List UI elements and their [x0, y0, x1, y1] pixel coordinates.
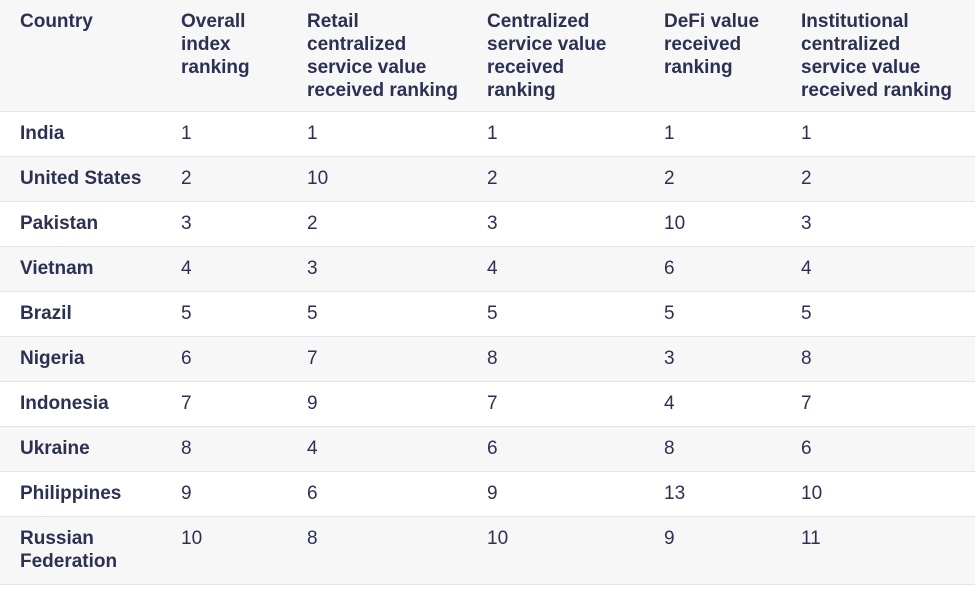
country-name: India	[0, 111, 161, 157]
rank-cell: 2	[644, 156, 781, 202]
rank-cell: 6	[644, 246, 781, 292]
rank-cell: 5	[161, 291, 287, 337]
rank-cell: 5	[781, 291, 975, 337]
table-row: Philippines 9 6 9 13 10	[0, 471, 975, 517]
rank-cell: 5	[644, 291, 781, 337]
country-name: United States	[0, 156, 161, 202]
rank-cell: 3	[287, 246, 467, 292]
rank-cell: 4	[467, 246, 644, 292]
rank-cell: 3	[467, 201, 644, 247]
rank-cell: 7	[161, 381, 287, 427]
column-header: Centralized service value received ranki…	[467, 0, 644, 112]
rank-cell: 3	[644, 336, 781, 382]
rank-cell: 6	[781, 426, 975, 472]
table-body: India 1 1 1 1 1 United States 2 10 2 2 2 Pakistan 3 2 3…	[0, 111, 975, 585]
country-name: Nigeria	[0, 336, 161, 382]
rank-cell: 10	[781, 471, 975, 517]
column-header: Country	[0, 0, 161, 112]
rank-cell: 6	[161, 336, 287, 382]
table-row: Pakistan 3 2 3 10 3	[0, 201, 975, 247]
rank-cell: 9	[287, 381, 467, 427]
rank-cell: 6	[287, 471, 467, 517]
rank-cell: 1	[287, 111, 467, 157]
rank-cell: 4	[781, 246, 975, 292]
table-row: Ukraine 8 4 6 8 6	[0, 426, 975, 472]
rank-cell: 1	[467, 111, 644, 157]
table-row: United States 2 10 2 2 2	[0, 156, 975, 202]
column-header: Retail centralized service value receive…	[287, 0, 467, 112]
table-row: Indonesia 7 9 7 4 7	[0, 381, 975, 427]
rank-cell: 2	[161, 156, 287, 202]
rank-cell: 8	[287, 516, 467, 585]
country-name: Russian Federation	[0, 516, 161, 585]
rank-cell: 2	[467, 156, 644, 202]
header-row: Country Overall index ranking Retail centr…	[0, 0, 975, 112]
country-name: Indonesia	[0, 381, 161, 427]
rank-cell: 8	[467, 336, 644, 382]
rank-cell: 1	[781, 111, 975, 157]
rank-cell: 5	[467, 291, 644, 337]
rank-cell: 9	[161, 471, 287, 517]
rank-cell: 7	[467, 381, 644, 427]
rank-cell: 11	[781, 516, 975, 585]
rank-cell: 7	[781, 381, 975, 427]
country-name: Vietnam	[0, 246, 161, 292]
rank-cell: 2	[781, 156, 975, 202]
rank-cell: 1	[644, 111, 781, 157]
rank-cell: 10	[467, 516, 644, 585]
country-name: Philippines	[0, 471, 161, 517]
rank-cell: 5	[287, 291, 467, 337]
table-row: India 1 1 1 1 1	[0, 111, 975, 157]
rank-cell: 4	[161, 246, 287, 292]
ranking-table: Country Overall index ranking Retail centr…	[0, 0, 975, 585]
rank-cell: 10	[161, 516, 287, 585]
table-row: Brazil 5 5 5 5 5	[0, 291, 975, 337]
rank-cell: 3	[161, 201, 287, 247]
country-name: Pakistan	[0, 201, 161, 247]
rank-cell: 10	[644, 201, 781, 247]
column-header: DeFi value received ranking	[644, 0, 781, 112]
rank-cell: 6	[467, 426, 644, 472]
rank-cell: 7	[287, 336, 467, 382]
rank-cell: 4	[644, 381, 781, 427]
rank-cell: 2	[287, 201, 467, 247]
country-name: Brazil	[0, 291, 161, 337]
rank-cell: 13	[644, 471, 781, 517]
column-header: Overall index ranking	[161, 0, 287, 112]
rank-cell: 8	[781, 336, 975, 382]
rank-cell: 1	[161, 111, 287, 157]
table-row: Russian Federation 10 8 10 9 11	[0, 516, 975, 585]
rank-cell: 8	[644, 426, 781, 472]
rank-cell: 10	[287, 156, 467, 202]
rank-cell: 9	[467, 471, 644, 517]
rank-cell: 9	[644, 516, 781, 585]
country-name: Ukraine	[0, 426, 161, 472]
column-header: Institutional centralized service value …	[781, 0, 975, 112]
rank-cell: 3	[781, 201, 975, 247]
rank-cell: 8	[161, 426, 287, 472]
table-row: Nigeria 6 7 8 3 8	[0, 336, 975, 382]
rank-cell: 4	[287, 426, 467, 472]
table-row: Vietnam 4 3 4 6 4	[0, 246, 975, 292]
